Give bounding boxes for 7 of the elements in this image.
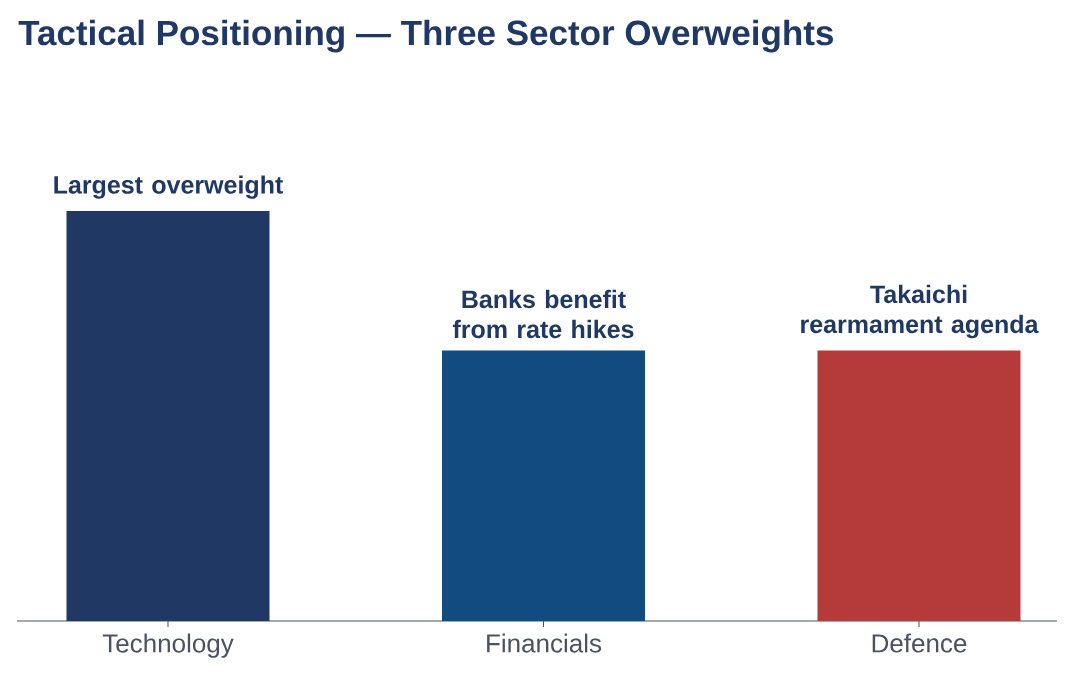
x-tick-label: Defence [872, 633, 967, 653]
annotation: Banks benefit from rate hikes [452, 289, 634, 339]
annotation: Largest overweight [54, 175, 283, 199]
annotation: Takaichi rearmament agenda [801, 284, 1039, 339]
x-tick-label: Financials [487, 633, 602, 653]
chart-title: Tactical Positioning — Three Sector Overweights [18, 19, 833, 53]
x-tick-label: Technology [102, 633, 234, 658]
